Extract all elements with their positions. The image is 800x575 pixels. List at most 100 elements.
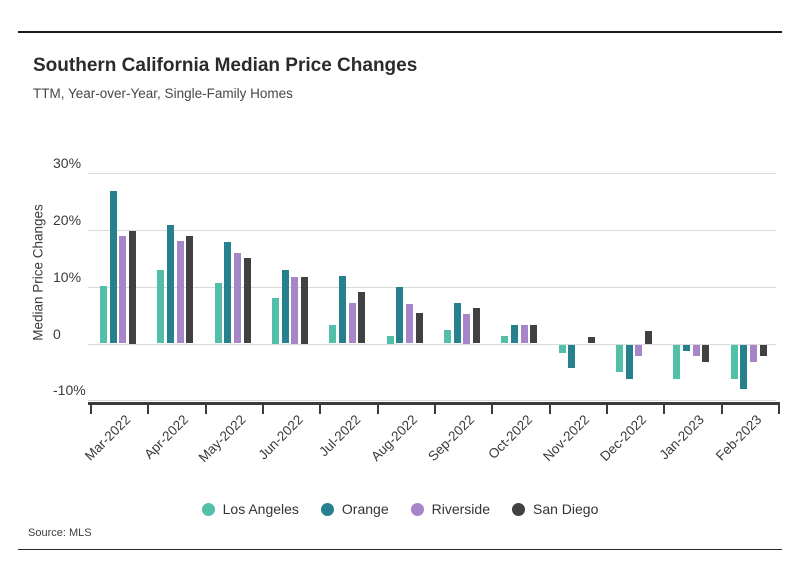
bar-san-diego-mar-2022	[129, 230, 137, 344]
bar-orange-jan-2023	[683, 344, 690, 352]
top-divider	[18, 31, 782, 33]
x-axis-tick	[319, 405, 322, 414]
x-axis-tick	[90, 405, 92, 414]
x-axis-tick	[778, 405, 780, 414]
legend-label: Orange	[341, 501, 389, 517]
bar-los-angeles-feb-2023	[730, 344, 738, 379]
bar-orange-dec-2022	[625, 344, 633, 380]
bar-los-angeles-apr-2022	[157, 270, 165, 344]
bar-los-angeles-mar-2022	[100, 286, 107, 344]
bar-riverside-may-2022	[234, 252, 242, 344]
x-axis-tick	[491, 405, 494, 414]
x-axis-tick	[548, 405, 551, 414]
bar-san-diego-feb-2023	[759, 344, 767, 357]
source-note: Source: MLS	[28, 527, 92, 539]
legend-marker-icon	[201, 502, 215, 516]
bar-riverside-jan-2023	[692, 344, 700, 357]
gridline-20-	[88, 229, 776, 231]
bar-los-angeles-jan-2023	[673, 344, 681, 380]
legend-item-san-diego: San Diego	[511, 501, 599, 517]
bar-riverside-feb-2023	[750, 344, 758, 362]
x-axis-tick	[147, 405, 150, 414]
x-label-dec-2022: Dec-2022	[597, 412, 650, 465]
bar-orange-jun-2022	[281, 270, 289, 344]
legend-item-riverside: Riverside	[410, 501, 490, 517]
legend-marker-icon	[410, 502, 424, 516]
bar-orange-jul-2022	[339, 275, 346, 344]
x-label-aug-2022: Aug-2022	[368, 412, 421, 465]
bar-riverside-aug-2022	[406, 303, 414, 344]
bar-riverside-jul-2022	[348, 302, 356, 344]
bar-orange-apr-2022	[167, 225, 174, 344]
bar-los-angeles-jul-2022	[329, 325, 337, 344]
x-axis-tick	[663, 405, 666, 414]
y-tick-label-0: 0	[53, 325, 61, 342]
bar-san-diego-jun-2022	[301, 277, 309, 344]
legend: Los Angeles Orange Riverside San Diego	[0, 501, 800, 517]
bar-orange-sep-2022	[453, 303, 461, 344]
x-axis-tick	[376, 405, 379, 414]
bar-los-angeles-jun-2022	[272, 297, 279, 344]
x-label-may-2022: May-2022	[195, 412, 249, 466]
legend-label: San Diego	[532, 501, 599, 517]
x-axis-tick	[720, 405, 723, 414]
bar-san-diego-jul-2022	[358, 291, 366, 344]
bar-san-diego-aug-2022	[415, 313, 423, 344]
bar-orange-oct-2022	[511, 325, 518, 344]
x-axis-tick	[204, 405, 207, 414]
chart-title: Southern California Median Price Changes	[33, 55, 418, 76]
gridline-30-	[88, 173, 776, 175]
bar-riverside-jun-2022	[291, 276, 299, 344]
x-label-jun-2022: Jun-2022	[255, 412, 306, 463]
bar-san-diego-oct-2022	[530, 325, 538, 344]
x-label-sep-2022: Sep-2022	[425, 412, 478, 465]
bar-san-diego-jan-2023	[702, 344, 710, 362]
bar-san-diego-may-2022	[243, 258, 251, 344]
x-label-jan-2023: Jan-2023	[656, 412, 707, 463]
bar-los-angeles-may-2022	[214, 282, 222, 344]
gridline-0	[88, 343, 776, 345]
legend-marker-icon	[511, 502, 525, 516]
bar-los-angeles-nov-2022	[558, 344, 566, 353]
bar-riverside-apr-2022	[176, 241, 184, 344]
bar-los-angeles-dec-2022	[616, 344, 623, 373]
bar-riverside-mar-2022	[119, 236, 127, 344]
bar-los-angeles-aug-2022	[386, 335, 394, 344]
y-tick-label-30-: 30%	[53, 155, 82, 172]
bar-san-diego-sep-2022	[473, 308, 481, 344]
bar-orange-aug-2022	[396, 287, 404, 344]
chart-subtitle: TTM, Year-over-Year, Single-Family Homes	[33, 86, 293, 101]
bar-riverside-dec-2022	[635, 344, 643, 357]
legend-item-orange: Orange	[320, 501, 389, 517]
y-tick-label--10-: -10%	[53, 382, 86, 399]
x-label-feb-2023: Feb-2023	[712, 412, 765, 464]
x-axis-tick	[606, 405, 608, 414]
legend-item-los-angeles: Los Angeles	[201, 501, 299, 517]
gridline-10-	[88, 286, 776, 288]
bar-riverside-oct-2022	[520, 325, 528, 344]
bar-riverside-sep-2022	[463, 314, 471, 344]
legend-label: Riverside	[431, 501, 490, 517]
x-label-nov-2022: Nov-2022	[540, 412, 593, 465]
x-label-mar-2022: Mar-2022	[82, 412, 134, 464]
legend-marker-icon	[320, 502, 334, 516]
legend-label: Los Angeles	[222, 501, 299, 517]
x-axis-tick	[434, 405, 436, 414]
bar-los-angeles-oct-2022	[501, 336, 509, 344]
x-label-oct-2022: Oct-2022	[485, 412, 535, 462]
gridline--10-	[88, 400, 776, 402]
y-tick-label-20-: 20%	[53, 211, 82, 228]
bar-san-diego-nov-2022	[587, 337, 595, 344]
x-label-jul-2022: Jul-2022	[315, 412, 363, 460]
bar-san-diego-apr-2022	[186, 236, 194, 344]
bar-orange-mar-2022	[109, 191, 117, 344]
bar-orange-may-2022	[224, 242, 232, 344]
bar-los-angeles-sep-2022	[444, 330, 451, 344]
y-tick-label-10-: 10%	[53, 268, 82, 285]
bottom-divider	[18, 549, 782, 550]
bar-san-diego-dec-2022	[645, 331, 653, 344]
bar-orange-nov-2022	[568, 344, 576, 368]
x-label-apr-2022: Apr-2022	[141, 412, 191, 462]
